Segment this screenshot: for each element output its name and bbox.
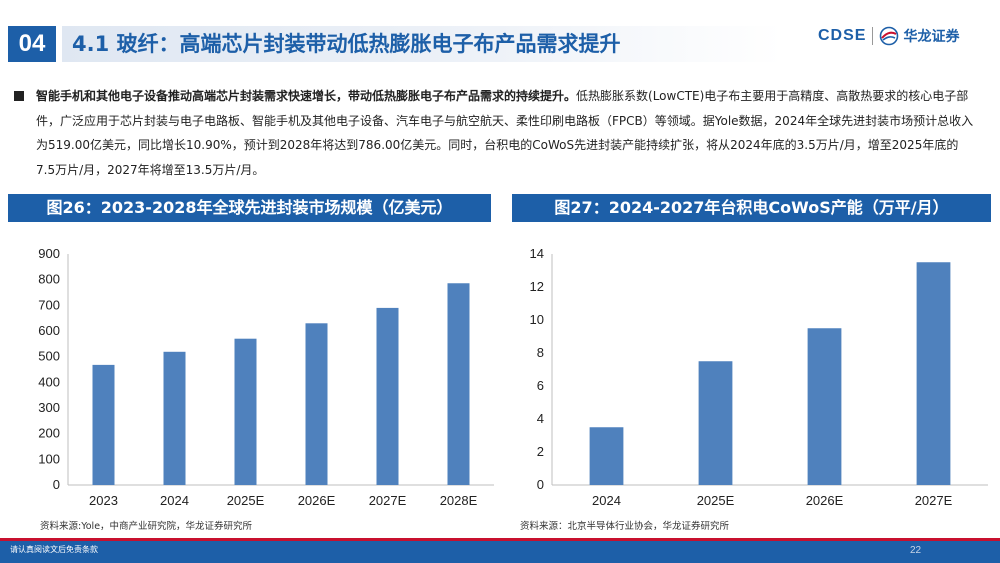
x-tick-label: 2024	[160, 493, 189, 508]
disclaimer-text: 请认真阅读文后免责条款	[10, 545, 98, 554]
y-tick-label: 100	[38, 451, 60, 466]
bar-chart-cowos-capacity: 0 2 4 6 8 10 12 14 2024 2025E 2026E 2027E	[512, 240, 992, 515]
chart-svg-cowos-capacity: 0 2 4 6 8 10 12 14 2024 2025E 2026E 2027E	[530, 246, 988, 508]
source-note-market-size: 资料来源:Yole，中商产业研究院，华龙证券研究所	[40, 521, 253, 532]
x-tick-label: 2024	[592, 493, 621, 508]
y-tick-label: 500	[38, 349, 60, 364]
chart-title-market-size: 图26：2023-2028年全球先进封装市场规模（亿美元）	[8, 194, 491, 222]
bar	[589, 427, 624, 485]
x-tick-label: 2027E	[369, 493, 407, 508]
bar	[163, 351, 186, 485]
logo-company-name: 华龙证券	[903, 29, 960, 45]
y-tick-label: 200	[38, 426, 60, 441]
y-tick-label: 6	[537, 378, 544, 393]
title-bar: 4.1 玻纤：高端芯片封装带动低热膨胀电子布产品需求提升	[62, 26, 782, 62]
hualong-logo-icon	[880, 26, 899, 46]
y-tick-label: 10	[530, 312, 544, 327]
y-tick-label: 400	[38, 374, 60, 389]
y-tick-label: 12	[530, 279, 544, 294]
body-sentence: 低热膨胀系数(LowCTE)电子布主要用于高精度、高散热要求的核心电子部件，广泛…	[36, 89, 974, 177]
bar	[698, 361, 733, 485]
y-tick-label: 300	[38, 400, 60, 415]
y-tick-label: 8	[537, 345, 544, 360]
x-tick-label: 2025E	[697, 493, 735, 508]
y-tick-label: 4	[537, 411, 544, 426]
source-note-cowos-capacity: 资料来源：北京半导体行业协会，华龙证券研究所	[520, 521, 730, 532]
bar-chart-market-size: 0 100 200 300 400 500 600 700 800 900 2023 2024 2025…	[8, 240, 498, 515]
bullet-square	[14, 91, 24, 101]
bar	[234, 338, 257, 485]
x-tick-label: 2023	[89, 493, 118, 508]
footer-bar	[0, 541, 1000, 563]
page-title: 4.1 玻纤：高端芯片封装带动低热膨胀电子布产品需求提升	[72, 32, 621, 56]
x-tick-label: 2027E	[915, 493, 953, 508]
body-paragraph: 智能手机和其他电子设备推动高端芯片封装需求快速增长，带动低热膨胀电子布产品需求的…	[36, 84, 976, 182]
bar	[92, 364, 115, 485]
header: 04 4.1 玻纤：高端芯片封装带动低热膨胀电子布产品需求提升 CDSE 华龙证…	[0, 0, 1000, 72]
bar	[376, 307, 399, 485]
chart-title-cowos-capacity: 图27：2024-2027年台积电CoWoS产能（万平/月）	[512, 194, 991, 222]
logo: CDSE 华龙证券	[818, 21, 959, 51]
x-tick-label: 2026E	[806, 493, 844, 508]
y-tick-label: 14	[530, 246, 544, 261]
logo-divider	[872, 27, 874, 45]
chart-svg-market-size: 0 100 200 300 400 500 600 700 800 900 2023 2024 2025…	[38, 246, 494, 508]
y-tick-label: 900	[38, 246, 60, 261]
x-tick-label: 2025E	[227, 493, 265, 508]
y-tick-label: 2	[537, 444, 544, 459]
x-tick-label: 2028E	[440, 493, 478, 508]
bar	[807, 328, 842, 485]
bar	[447, 283, 470, 485]
y-tick-label: 600	[38, 323, 60, 338]
bar	[305, 323, 328, 485]
bar	[916, 262, 951, 485]
logo-text: CDSE	[818, 27, 867, 44]
footer-accent-line	[0, 538, 1000, 541]
y-tick-label: 800	[38, 272, 60, 287]
y-tick-label: 0	[537, 477, 544, 492]
lead-sentence: 智能手机和其他电子设备推动高端芯片封装需求快速增长，带动低热膨胀电子布产品需求的…	[36, 89, 577, 103]
y-tick-label: 0	[53, 477, 60, 492]
section-number: 04	[8, 26, 56, 62]
x-tick-label: 2026E	[298, 493, 336, 508]
page-number: 22	[910, 545, 922, 556]
y-tick-label: 700	[38, 297, 60, 312]
